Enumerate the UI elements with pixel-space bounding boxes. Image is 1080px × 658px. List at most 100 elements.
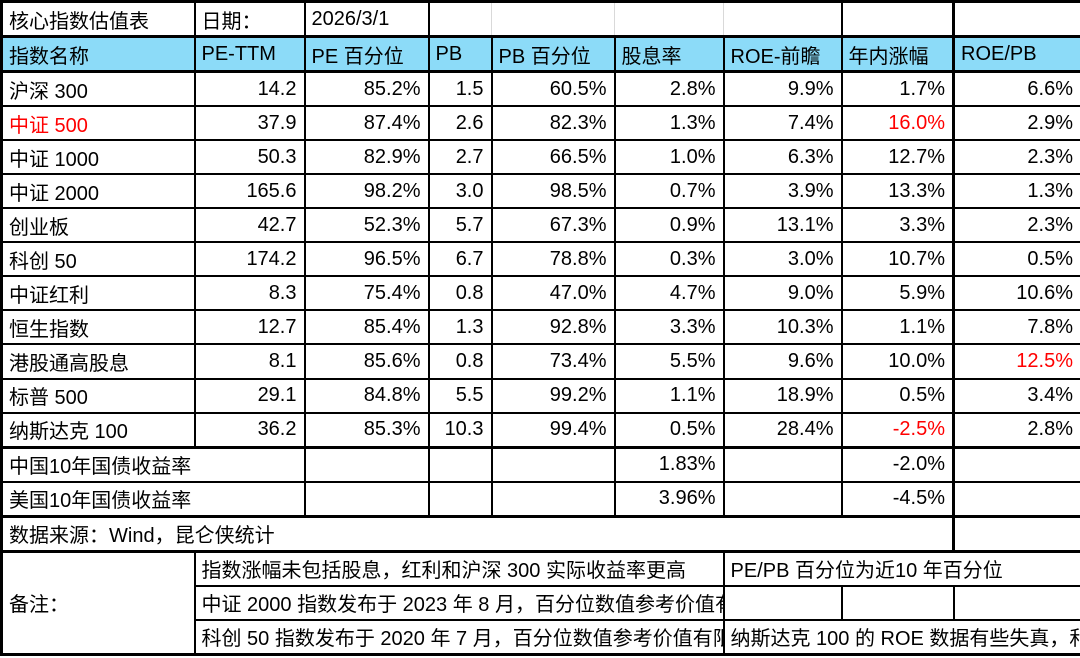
empty-cell bbox=[952, 0, 1080, 39]
pe-pct-cell: 98.2% bbox=[303, 173, 430, 210]
table-row-hsi: 恒生指数 12.7 85.4% 1.3 92.8% 3.3% 10.3% 1.1… bbox=[0, 309, 1080, 346]
col-header-index-name: 指数名称 bbox=[0, 35, 196, 74]
ytd-change-cell: 1.7% bbox=[840, 70, 955, 108]
empty-cell bbox=[952, 446, 1080, 483]
note-right-bottom: 纳斯达克 100 的 ROE 数据有些失真，和超 bbox=[722, 618, 1080, 656]
roe-forward-cell: 6.3% bbox=[722, 139, 843, 176]
col-header-dividend-yield: 股息率 bbox=[613, 35, 725, 74]
pe-ttm-cell: 165.6 bbox=[193, 173, 306, 210]
empty-cell bbox=[427, 446, 493, 483]
dividend-yield-cell: 0.3% bbox=[613, 241, 725, 278]
table-row-chinext: 创业板 42.7 52.3% 5.7 67.3% 0.9% 13.1% 3.3%… bbox=[0, 207, 1080, 244]
ytd-change-cell: 1.1% bbox=[840, 309, 955, 346]
pe-ttm-cell: 36.2 bbox=[193, 411, 306, 449]
empty-cell bbox=[722, 584, 843, 621]
roe-forward-cell: 3.0% bbox=[722, 241, 843, 278]
data-source-cell: 数据来源：Wind，昆仑侠统计 bbox=[0, 515, 955, 553]
roe-pb-cell: 12.5% bbox=[952, 343, 1080, 380]
table-row-hk-high-dividend: 港股通高股息 8.1 85.6% 0.8 73.4% 5.5% 9.6% 10.… bbox=[0, 343, 1080, 380]
pb-cell: 1.5 bbox=[427, 70, 493, 108]
pe-pct-cell: 82.9% bbox=[303, 139, 430, 176]
empty-cell bbox=[303, 480, 430, 518]
bond-yield-cell: 3.96% bbox=[613, 480, 725, 518]
pe-pct-cell: 85.3% bbox=[303, 411, 430, 449]
note-row-3: 科创 50 指数发布于 2020 年 7 月，百分位数值参考价值有限 纳斯达克 … bbox=[2, 618, 1080, 656]
pb-cell: 5.5 bbox=[427, 377, 493, 414]
roe-forward-cell: 9.6% bbox=[722, 343, 843, 380]
pe-ttm-cell: 8.1 bbox=[193, 343, 306, 380]
roe-forward-cell: 9.0% bbox=[722, 275, 843, 312]
ytd-change-cell: 0.5% bbox=[840, 377, 955, 414]
pe-pct-cell: 85.4% bbox=[303, 309, 430, 346]
col-header-pe-pct: PE 百分位 bbox=[303, 35, 430, 74]
dividend-yield-cell: 4.7% bbox=[613, 275, 725, 312]
source-row: 数据来源：Wind，昆仑侠统计 bbox=[0, 515, 1080, 553]
note-line-3: 科创 50 指数发布于 2020 年 7 月，百分位数值参考价值有限 bbox=[193, 618, 725, 656]
index-name-cell: 创业板 bbox=[0, 207, 196, 244]
empty-cell bbox=[840, 584, 955, 621]
note-row-1: 备注： 指数涨幅未包括股息，红利和沪深 300 实际收益率更高 PE/PB 百分… bbox=[0, 550, 1080, 657]
index-name-cell: 恒生指数 bbox=[0, 309, 196, 346]
pe-pct-cell: 96.5% bbox=[303, 241, 430, 278]
pb-cell: 6.7 bbox=[427, 241, 493, 278]
index-name-cell: 中证 2000 bbox=[0, 173, 196, 210]
empty-cell bbox=[427, 480, 493, 518]
table-row-cn10y-bond: 中国10年国债收益率 1.83% -2.0% bbox=[0, 446, 1080, 483]
header-row: 指数名称 PE-TTM PE 百分位 PB PB 百分位 股息率 ROE-前瞻 … bbox=[0, 35, 1080, 74]
date-value: 2026/3/1 bbox=[303, 0, 430, 39]
dividend-yield-cell: 2.8% bbox=[613, 70, 725, 108]
roe-pb-cell: 7.8% bbox=[952, 309, 1080, 346]
pe-pct-cell: 75.4% bbox=[303, 275, 430, 312]
empty-cell bbox=[428, 0, 492, 39]
index-name-cell: 标普 500 bbox=[0, 377, 196, 414]
pb-cell: 0.8 bbox=[427, 343, 493, 380]
roe-pb-cell: 3.4% bbox=[952, 377, 1080, 414]
pe-ttm-cell: 42.7 bbox=[193, 207, 306, 244]
table-row-nasdaq100: 纳斯达克 100 36.2 85.3% 10.3 99.4% 0.5% 28.4… bbox=[0, 411, 1080, 449]
dividend-yield-cell: 0.7% bbox=[613, 173, 725, 210]
pb-pct-cell: 60.5% bbox=[490, 70, 616, 108]
col-header-pb-pct: PB 百分位 bbox=[490, 35, 616, 74]
dividend-yield-cell: 1.1% bbox=[613, 377, 725, 414]
index-name-cell: 科创 50 bbox=[0, 241, 196, 278]
date-label: 日期： bbox=[193, 0, 306, 39]
note-line-1: 指数涨幅未包括股息，红利和沪深 300 实际收益率更高 bbox=[193, 550, 725, 587]
empty-cell bbox=[723, 0, 842, 39]
roe-forward-cell: 10.3% bbox=[722, 309, 843, 346]
empty-cell bbox=[491, 0, 615, 39]
roe-pb-cell: 1.3% bbox=[952, 173, 1080, 210]
roe-forward-cell: 9.9% bbox=[722, 70, 843, 108]
roe-forward-cell: 7.4% bbox=[722, 105, 843, 142]
empty-cell bbox=[490, 446, 616, 483]
index-name-cell: 中证 500 bbox=[0, 105, 196, 142]
empty-cell bbox=[303, 446, 430, 483]
roe-forward-cell: 18.9% bbox=[722, 377, 843, 414]
dividend-yield-cell: 0.9% bbox=[613, 207, 725, 244]
pb-pct-cell: 99.2% bbox=[490, 377, 616, 414]
dividend-yield-cell: 3.3% bbox=[613, 309, 725, 346]
pe-ttm-cell: 12.7 bbox=[193, 309, 306, 346]
pb-pct-cell: 66.5% bbox=[490, 139, 616, 176]
empty-cell bbox=[722, 446, 843, 483]
roe-pb-cell: 0.5% bbox=[952, 241, 1080, 278]
index-name-cell: 中证 1000 bbox=[0, 139, 196, 176]
pb-pct-cell: 98.5% bbox=[490, 173, 616, 210]
pe-ttm-cell: 37.9 bbox=[193, 105, 306, 142]
pb-cell: 5.7 bbox=[427, 207, 493, 244]
ytd-change-cell: 13.3% bbox=[840, 173, 955, 210]
col-header-roe-pb: ROE/PB bbox=[952, 35, 1080, 74]
pb-pct-cell: 92.8% bbox=[490, 309, 616, 346]
index-name-cell: 中证红利 bbox=[0, 275, 196, 312]
ytd-change-cell: -2.5% bbox=[840, 411, 955, 449]
roe-pb-cell: 2.3% bbox=[952, 207, 1080, 244]
ytd-change-cell: 3.3% bbox=[840, 207, 955, 244]
pe-ttm-cell: 14.2 bbox=[193, 70, 306, 108]
pe-pct-cell: 84.8% bbox=[303, 377, 430, 414]
ytd-change-cell: 12.7% bbox=[840, 139, 955, 176]
col-header-roe-forward: ROE-前瞻 bbox=[722, 35, 843, 74]
roe-pb-cell: 2.9% bbox=[952, 105, 1080, 142]
pb-cell: 2.7 bbox=[427, 139, 493, 176]
ytd-change-cell: 10.7% bbox=[840, 241, 955, 278]
table-row-us10y-bond: 美国10年国债收益率 3.96% -4.5% bbox=[0, 480, 1080, 518]
index-name-cell: 沪深 300 bbox=[0, 70, 196, 108]
